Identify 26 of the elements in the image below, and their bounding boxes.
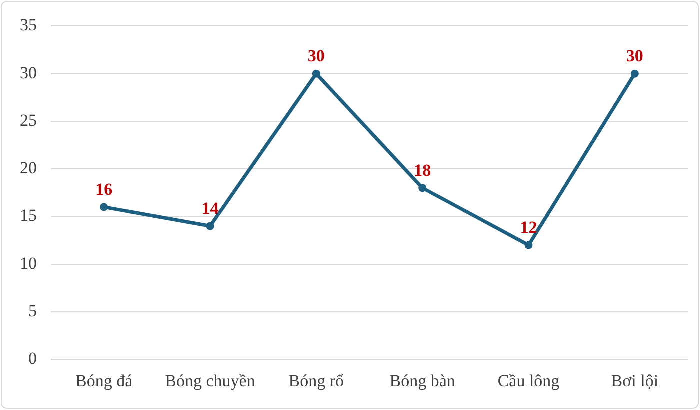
point (206, 222, 214, 230)
data-label: 14 (202, 199, 220, 218)
point (100, 203, 108, 212)
y-tick-label: 30 (20, 63, 37, 82)
data-label: 30 (626, 46, 644, 66)
y-tick-label: 20 (20, 158, 37, 178)
data-label: 18 (414, 161, 432, 180)
data-label: 12 (520, 218, 538, 238)
y-tick-label: 0 (28, 349, 37, 368)
y-tick-label: 5 (28, 301, 37, 320)
point (312, 70, 320, 78)
y-tick-label: 25 (20, 110, 37, 130)
x-tick-label: Cầu lông (498, 371, 560, 390)
data-label: 16 (96, 180, 113, 200)
x-tick-label: Bóng chuyền (165, 371, 256, 390)
x-tick-label: Bóng rổ (288, 371, 344, 390)
x-tick-label: Bơi lội (611, 371, 659, 390)
point (524, 241, 533, 250)
y-tick-label: 10 (20, 254, 37, 273)
y-tick-label: 35 (20, 16, 37, 35)
point (418, 184, 427, 192)
data-label: 30 (308, 46, 325, 66)
y-tick-label: 15 (20, 206, 37, 226)
x-tick-label: Bóng bàn (390, 371, 456, 390)
point (630, 70, 639, 78)
x-tick-label: Bóng đá (76, 371, 134, 390)
